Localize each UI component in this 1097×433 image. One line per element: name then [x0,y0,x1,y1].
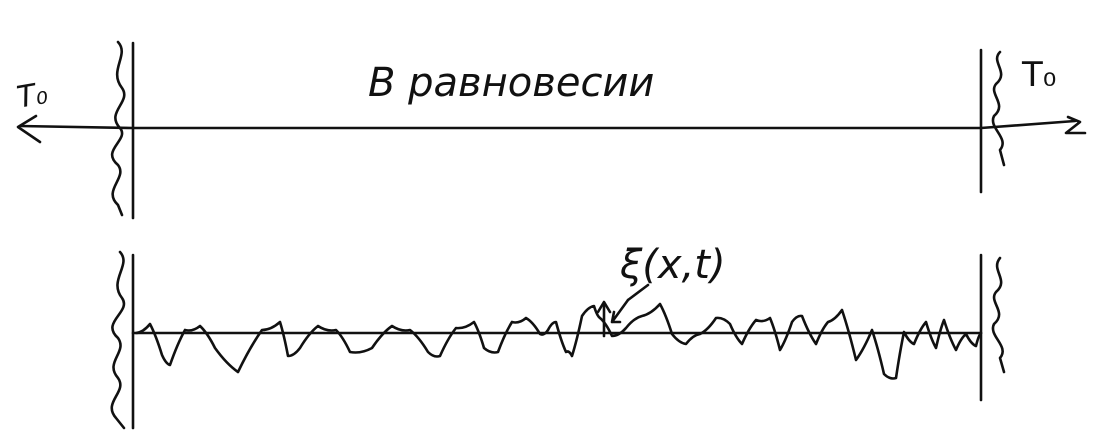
left-tension-label: T₀ [14,76,50,116]
right-tension-arrow-shaft [979,119,1077,130]
right-tension-label: T₀ [1021,55,1056,95]
right-tension-arrowhead [1064,115,1087,135]
label-leader-line [626,283,650,302]
label-pointer [610,298,630,324]
displaced-panel: ξ(x,t) [110,242,1006,430]
equilibrium-caption: В равновесии [368,60,654,106]
displacement-label: ξ(x,t) [619,242,726,288]
displacement-marker-tip [596,300,612,314]
right-wall-hatch-top [991,50,1006,167]
left-tension-arrow-shaft [18,124,135,130]
displaced-string [134,302,983,380]
left-tension-arrowhead [16,114,42,144]
right-wall-hatch-bottom [991,256,1006,374]
left-wall-hatch-bottom [110,250,126,430]
equilibrium-panel: T₀ T₀ В равновесии [14,40,1087,220]
